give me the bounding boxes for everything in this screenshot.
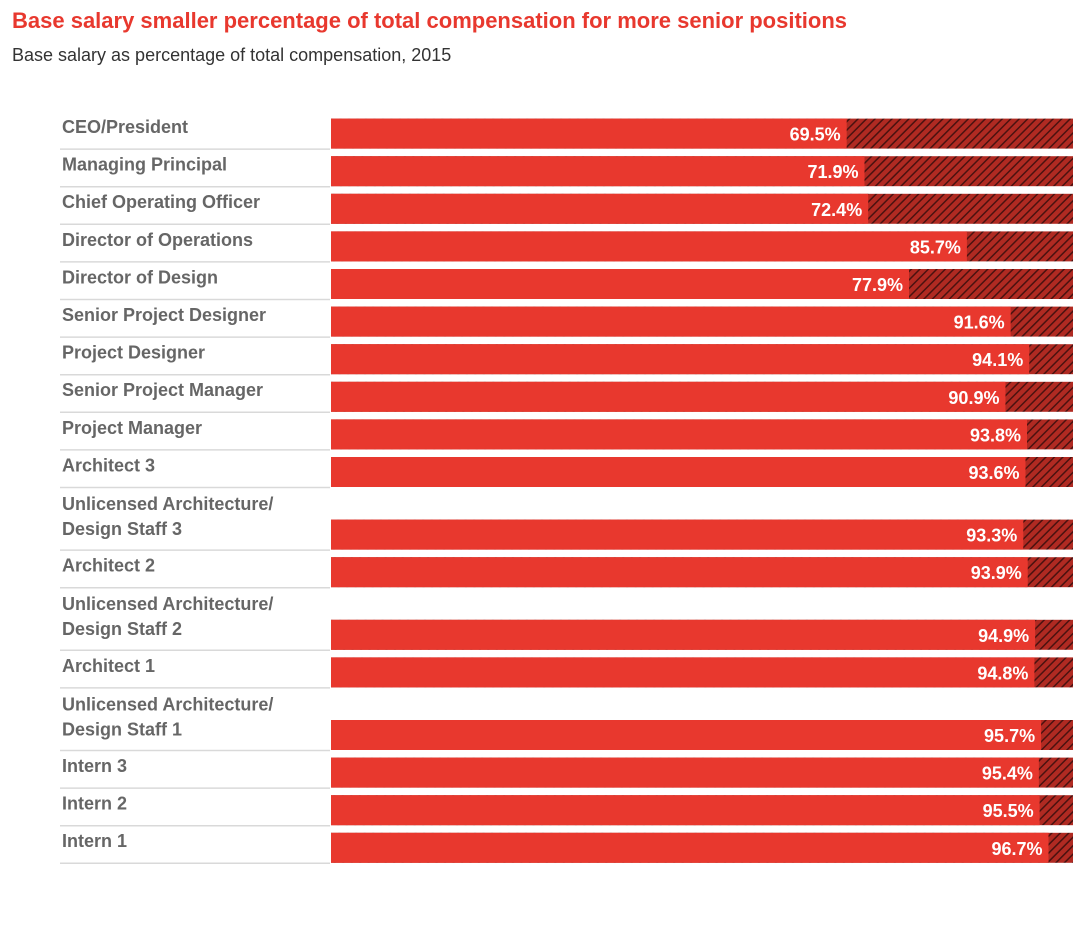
value-label: 72.4%: [811, 200, 862, 220]
category-label: Director of Design: [62, 267, 218, 287]
base-salary-bar: [331, 795, 1040, 826]
category-label: Managing Principal: [62, 155, 227, 175]
value-label: 96.7%: [991, 839, 1042, 859]
base-salary-bar: [331, 657, 1035, 688]
category-label: Senior Project Designer: [62, 305, 266, 325]
value-label: 69.5%: [790, 125, 841, 145]
category-label: Architect 2: [62, 556, 155, 576]
value-label: 93.9%: [971, 563, 1022, 583]
category-label: Architect 3: [62, 455, 155, 475]
value-label: 93.6%: [968, 463, 1019, 483]
category-label: CEO/President: [62, 117, 188, 137]
value-label: 85.7%: [910, 237, 961, 257]
value-label: 95.4%: [982, 764, 1033, 784]
category-label: Unlicensed Architecture/Design Staff 2: [62, 594, 273, 639]
value-label: 90.9%: [948, 388, 999, 408]
base-salary-bar: [331, 457, 1026, 487]
base-salary-bar: [331, 832, 1049, 863]
base-salary-bar: [331, 519, 1024, 550]
base-salary-bar: [331, 720, 1042, 750]
base-salary-bar: [331, 156, 865, 187]
base-salary-bar: [331, 757, 1039, 788]
category-label: Unlicensed Architecture/Design Staff 3: [62, 494, 273, 539]
base-salary-bar: [331, 306, 1011, 337]
value-label: 93.3%: [966, 526, 1017, 546]
value-label: 95.5%: [983, 801, 1034, 821]
category-label: Intern 3: [62, 756, 127, 776]
base-salary-bar: [331, 231, 967, 262]
value-label: 94.8%: [977, 663, 1028, 683]
value-label: 93.8%: [970, 425, 1021, 445]
chart-title: Base salary smaller percentage of total …: [12, 8, 848, 33]
base-salary-bar: [331, 381, 1006, 412]
value-label: 71.9%: [807, 162, 858, 182]
base-salary-bar: [331, 557, 1028, 588]
base-salary-bar: [331, 344, 1030, 375]
category-label: Project Manager: [62, 418, 202, 438]
value-label: 95.7%: [984, 726, 1035, 746]
value-label: 94.9%: [978, 626, 1029, 646]
value-label: 91.6%: [954, 313, 1005, 333]
category-label: Director of Operations: [62, 230, 253, 250]
category-label: Unlicensed Architecture/Design Staff 1: [62, 694, 273, 739]
base-salary-bar: [331, 193, 869, 224]
value-label: 77.9%: [852, 275, 903, 295]
base-salary-bar: [331, 419, 1027, 450]
category-label: Architect 1: [62, 656, 155, 676]
chart-subtitle: Base salary as percentage of total compe…: [12, 45, 452, 65]
category-label: Intern 2: [62, 794, 127, 814]
value-label: 94.1%: [972, 350, 1023, 370]
base-salary-bar: [331, 619, 1036, 650]
category-label: Chief Operating Officer: [62, 192, 260, 212]
base-salary-bar: [331, 269, 910, 299]
category-label: Project Designer: [62, 343, 205, 363]
category-label: Intern 1: [62, 831, 127, 851]
category-label: Senior Project Manager: [62, 380, 263, 400]
base-salary-bar: [331, 118, 847, 149]
